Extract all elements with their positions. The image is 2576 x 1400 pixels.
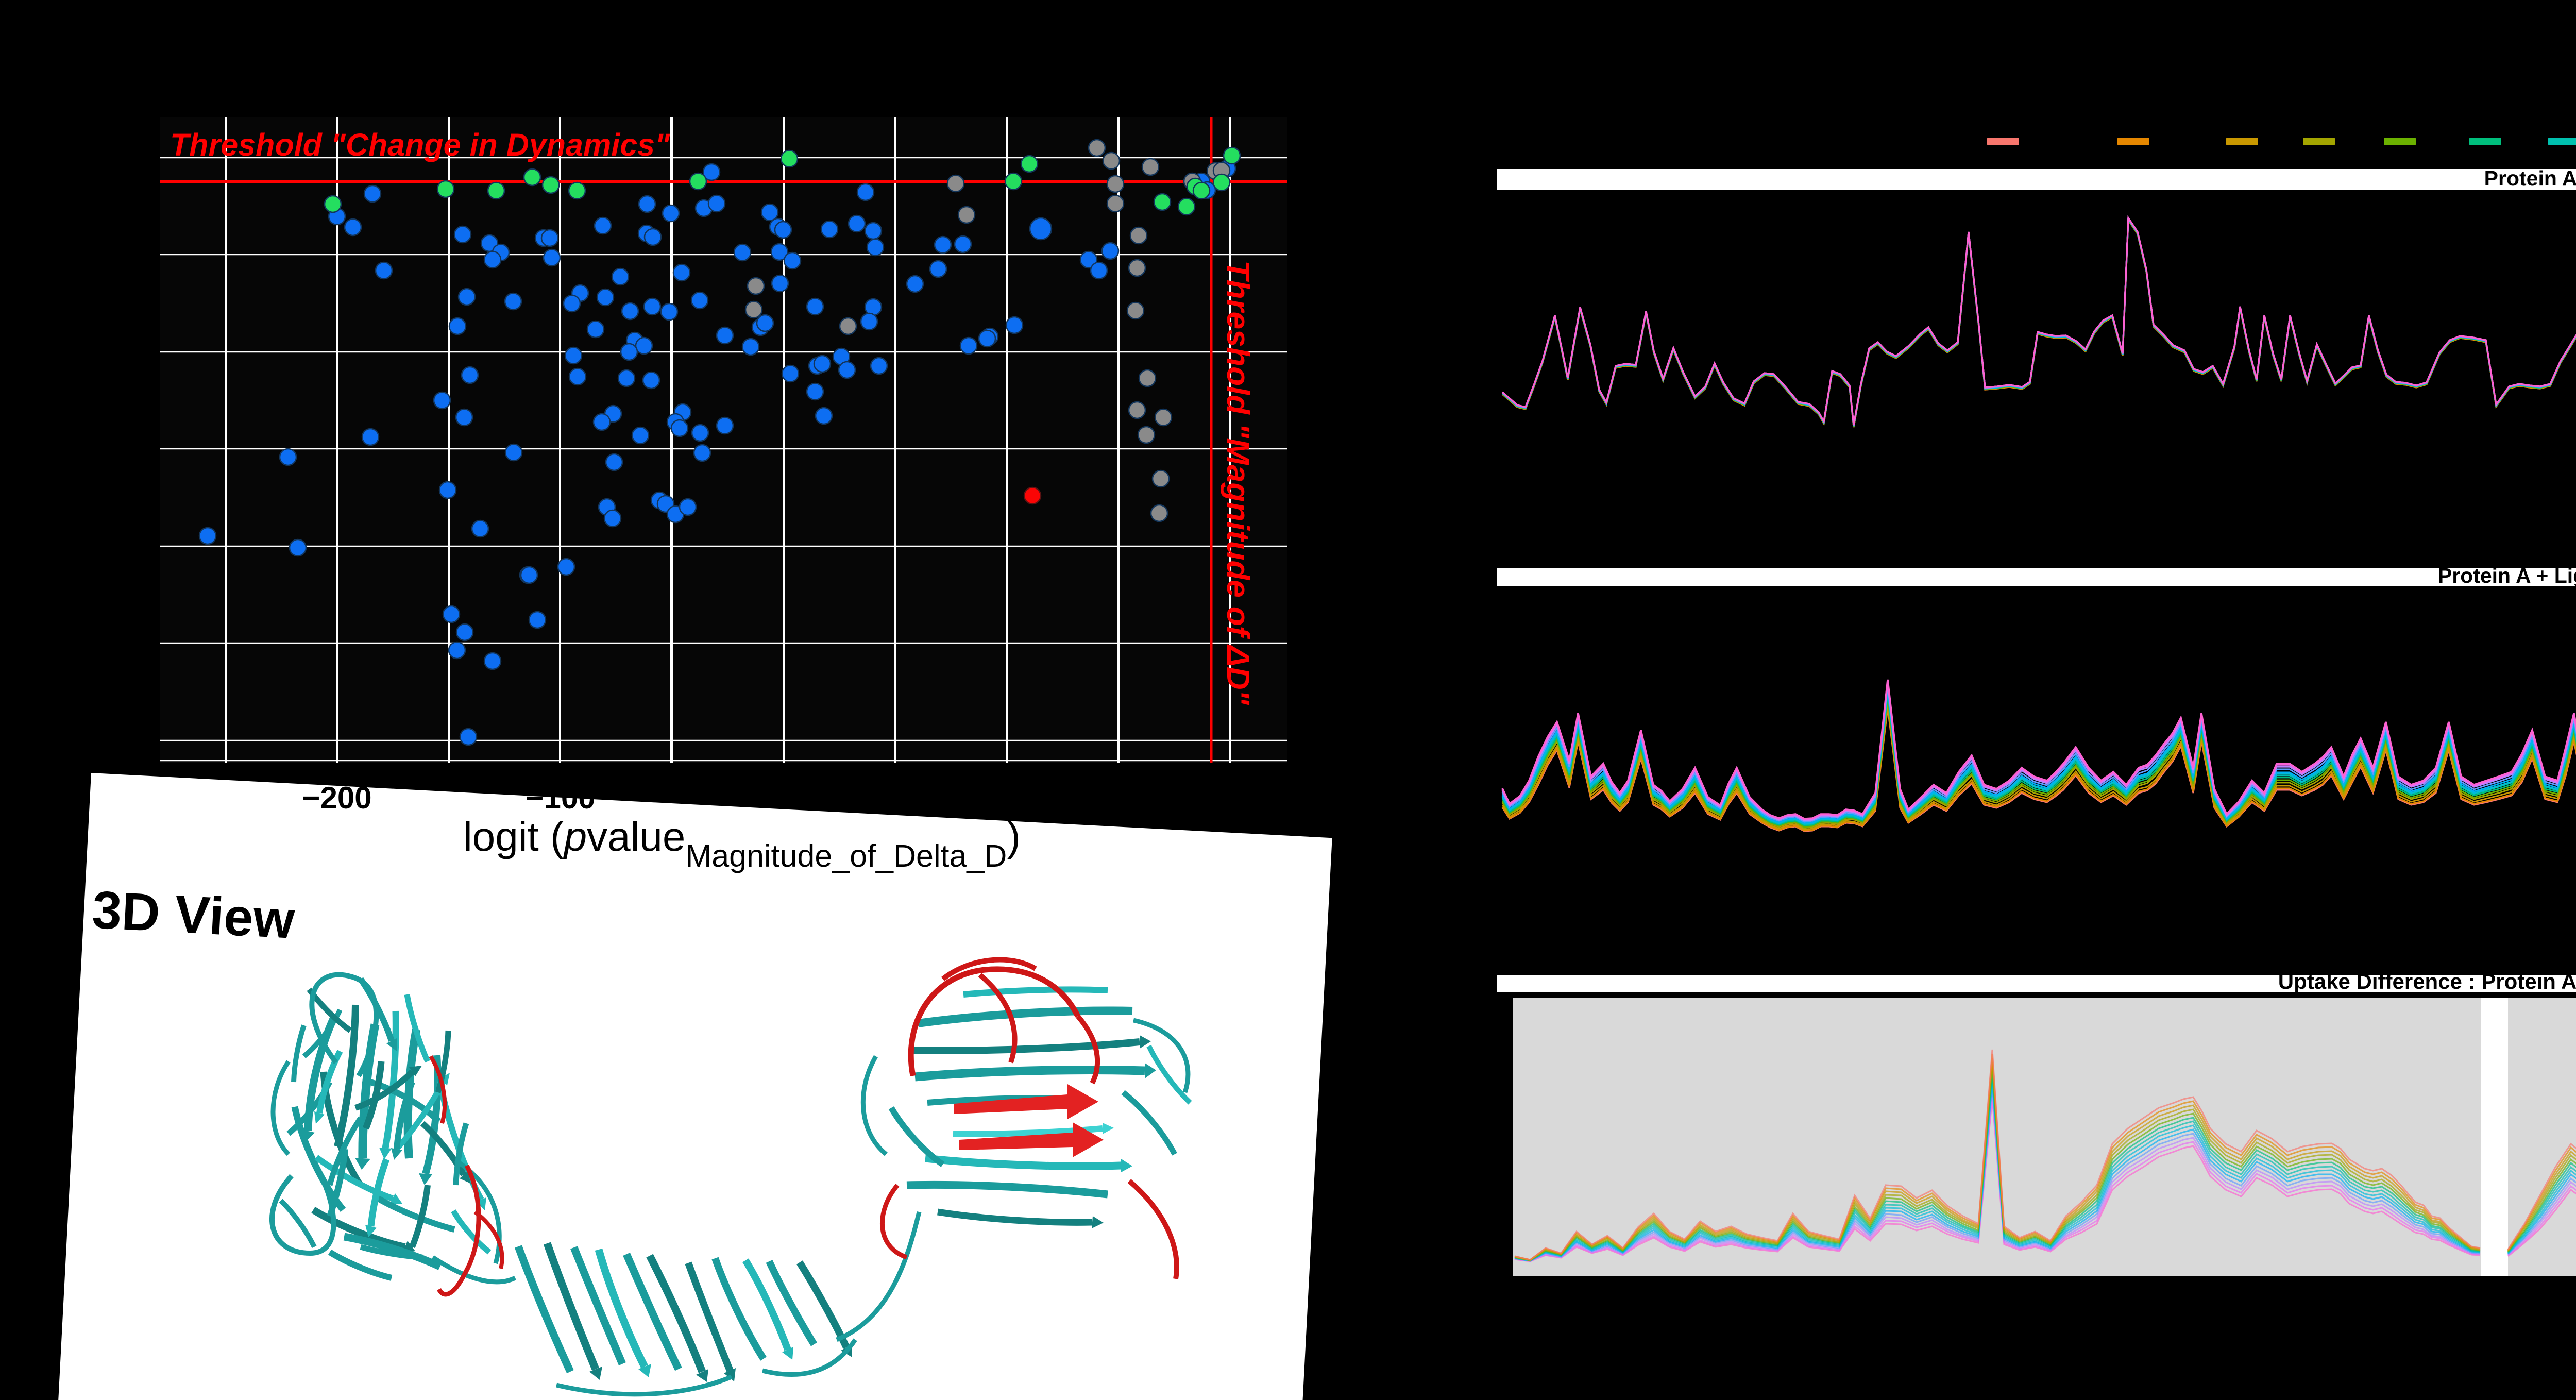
svg-text:Uptake Difference : Protein A: Uptake Difference : Protein A - (Protein… [2278,969,2576,993]
svg-text:Threshold "Change in Dynamics": Threshold "Change in Dynamics" [170,127,670,162]
svg-text:0: 0 [775,781,792,815]
svg-text:Protein A: Protein A [2484,166,2576,190]
svg-text:Threshold "Magnitude of ΔD": Threshold "Magnitude of ΔD" [1220,260,1256,706]
svg-text:100: 100 [981,781,1033,815]
svg-text:200: 200 [1205,781,1256,815]
svg-text:−100: −100 [526,781,595,815]
svg-text:3D View: 3D View [91,880,297,950]
svg-text:−200: −200 [302,781,371,815]
svg-text:Protein A + Ligand: Protein A + Ligand [2438,564,2576,587]
